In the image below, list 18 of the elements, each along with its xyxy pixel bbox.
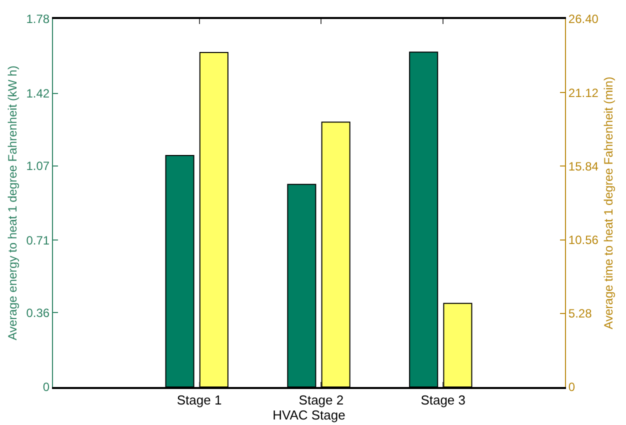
y2-tick-label: 10.56 <box>568 233 599 247</box>
y-tick-label: 1.42 <box>26 86 50 101</box>
x-axis-title: HVAC Stage <box>272 408 346 423</box>
y2-tick-label: 0 <box>568 380 576 394</box>
y-tick-label: 1.07 <box>26 158 50 173</box>
y-tick-label: 0.71 <box>26 233 50 248</box>
y-tick-label: 0.36 <box>26 306 50 320</box>
x-tick-label: Stage 1 <box>176 392 222 408</box>
y-tick-label: 1.78 <box>26 12 50 26</box>
y2-tick-label: 15.84 <box>568 159 599 174</box>
y2-tick-label: 5.28 <box>568 306 592 321</box>
y2-axis-title: Average time to heat 1 degree Fahrenheit (min) <box>602 76 616 330</box>
x-tick-label: Stage 2 <box>298 392 344 408</box>
y-axis-title: Average energy to heat 1 degree Fahrenheit (kW h) <box>6 66 20 340</box>
y-tick-label: 0 <box>42 380 50 394</box>
y2-tick-label: 21.12 <box>568 86 599 100</box>
x-tick-label: Stage 3 <box>420 392 466 408</box>
y2-tick-label: 26.40 <box>568 12 599 26</box>
